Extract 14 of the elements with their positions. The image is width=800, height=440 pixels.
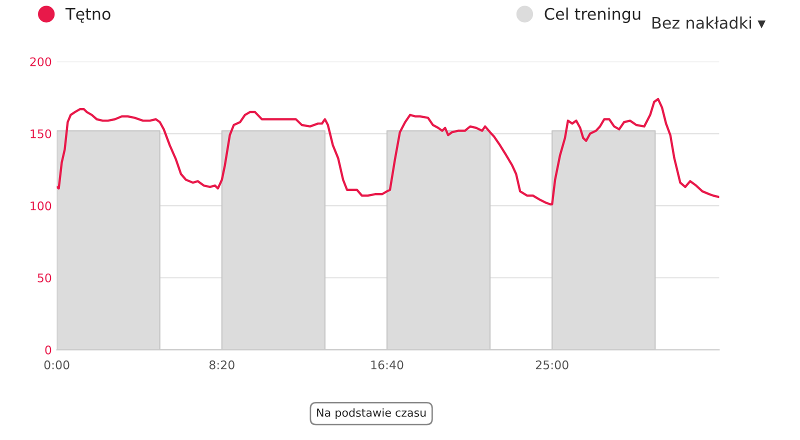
y-tick-label: 50 [38, 273, 52, 282]
x-tick-label: 8:20 [209, 360, 234, 370]
y-tick-label: 0 [45, 346, 52, 354]
y-tick-label: 200 [30, 57, 52, 66]
x-tick-label: 16:40 [371, 360, 404, 370]
y-tick-label: 100 [30, 201, 52, 210]
line-series [56, 98, 720, 206]
x-tick-label: 0:00 [44, 360, 70, 370]
x-tick-label: 25:00 [536, 360, 568, 370]
legend-label: Cel treningu [544, 8, 640, 24]
text: Bez nakładki ▾ [652, 16, 766, 29]
legend-label: Tętno [65, 8, 110, 23]
text: Na podstawie czasu [317, 408, 426, 419]
y-tick-label: 150 [30, 129, 52, 138]
